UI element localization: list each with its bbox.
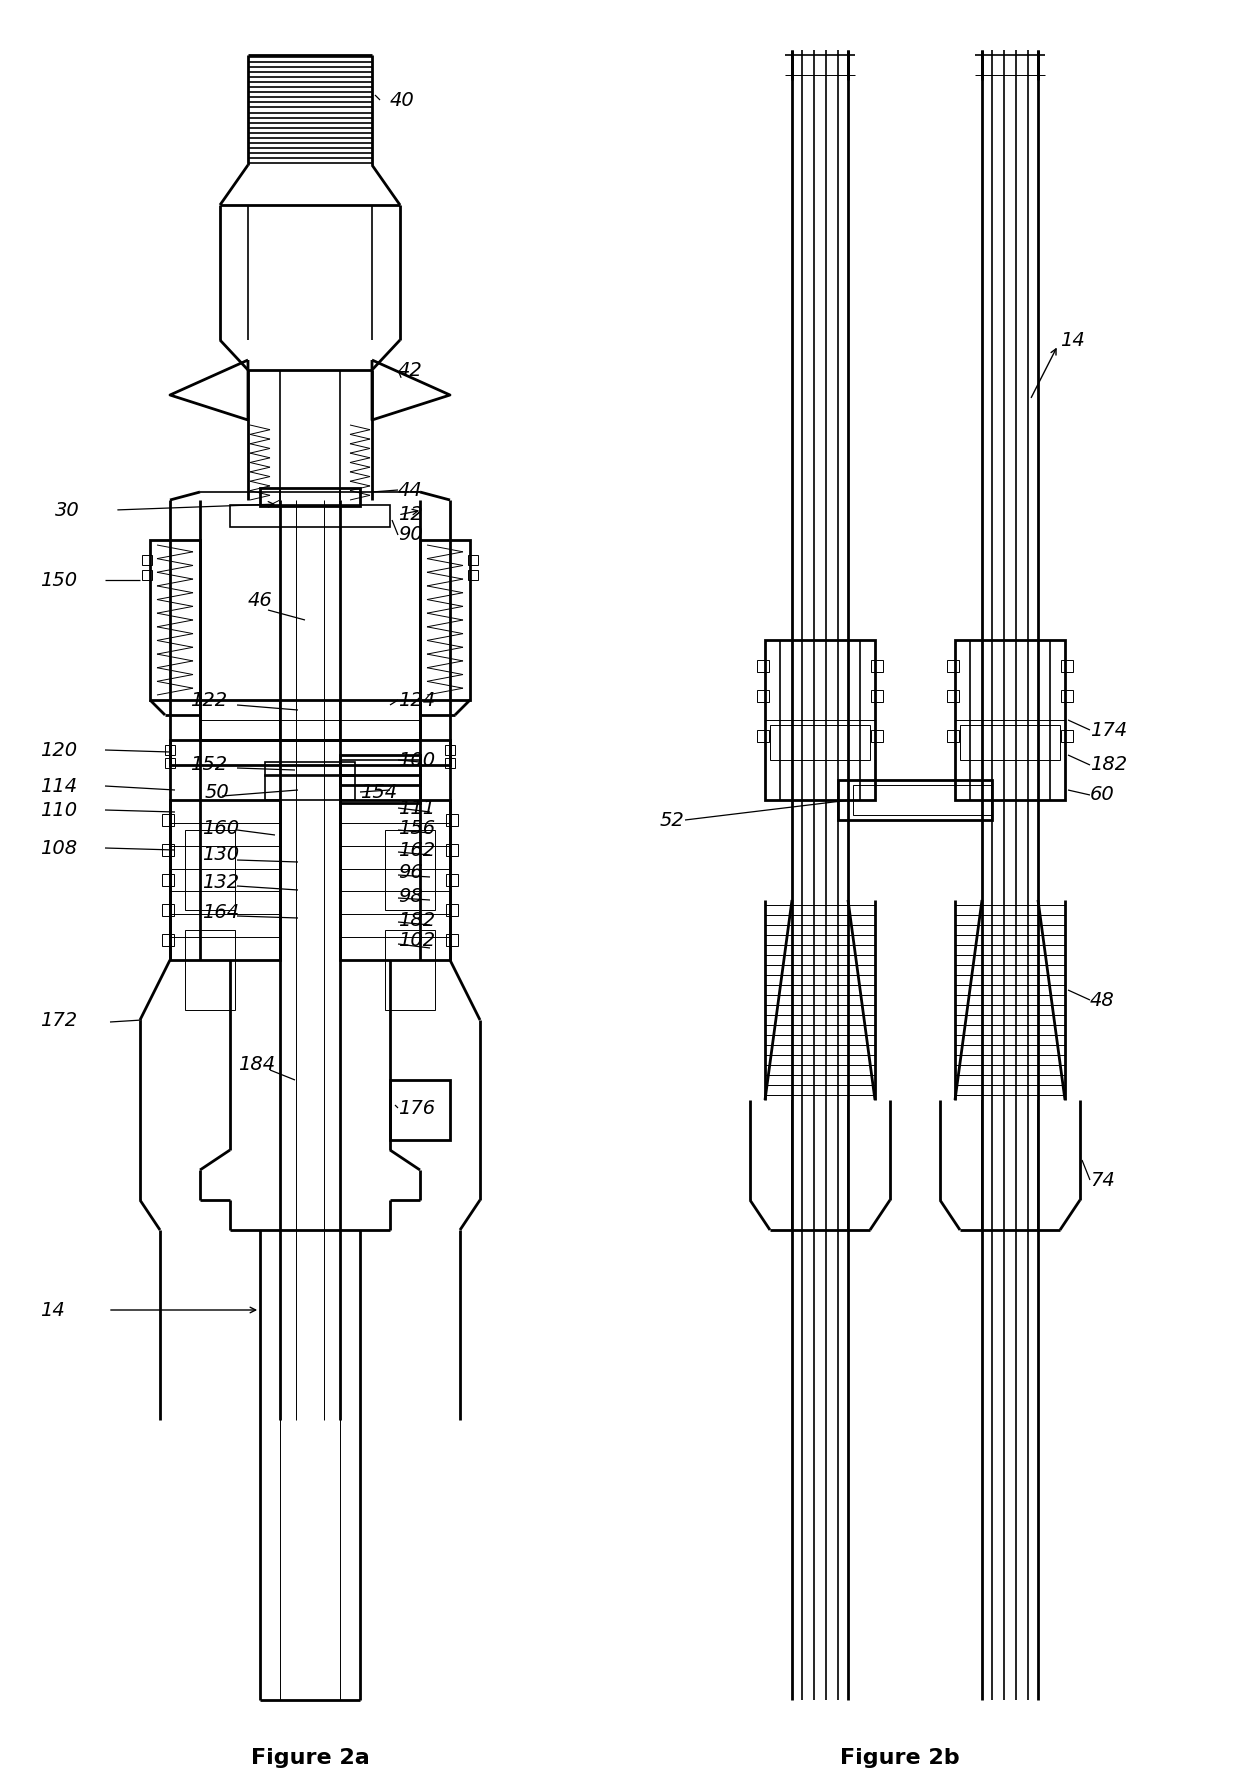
Bar — [446, 875, 458, 885]
Bar — [467, 571, 477, 580]
Bar — [947, 690, 959, 702]
Bar — [185, 830, 236, 910]
Text: 14: 14 — [1060, 331, 1085, 350]
Bar — [143, 555, 153, 565]
Text: Figure 2a: Figure 2a — [250, 1748, 370, 1767]
Text: 74: 74 — [1090, 1170, 1115, 1189]
Text: 154: 154 — [360, 782, 397, 802]
Text: 44: 44 — [398, 480, 423, 500]
Bar — [384, 930, 435, 1010]
Bar — [200, 701, 420, 740]
Bar — [870, 660, 883, 672]
Text: 156: 156 — [398, 818, 435, 837]
Bar — [143, 571, 153, 580]
Text: 182: 182 — [398, 910, 435, 930]
Bar — [384, 830, 435, 910]
Text: 42: 42 — [398, 361, 423, 379]
Bar — [770, 725, 870, 759]
Text: 52: 52 — [660, 811, 684, 830]
Text: 40: 40 — [391, 91, 414, 110]
Text: 120: 120 — [40, 740, 77, 759]
Bar — [162, 875, 174, 885]
Text: 122: 122 — [190, 690, 227, 709]
Bar — [955, 640, 1065, 800]
Text: 184: 184 — [238, 1056, 275, 1074]
Text: 90: 90 — [398, 526, 423, 544]
Bar — [1061, 660, 1073, 672]
Text: 150: 150 — [40, 571, 77, 590]
Bar — [265, 775, 355, 800]
Text: 100: 100 — [398, 750, 435, 770]
Bar — [445, 745, 455, 756]
Text: 108: 108 — [40, 839, 77, 857]
Bar — [947, 731, 959, 741]
Bar — [870, 731, 883, 741]
Text: 124: 124 — [398, 690, 435, 709]
Bar — [162, 814, 174, 827]
Bar — [853, 786, 992, 814]
Text: 172: 172 — [40, 1010, 77, 1029]
Text: 14: 14 — [40, 1300, 64, 1319]
Text: 182: 182 — [1090, 756, 1127, 775]
Text: 111: 111 — [398, 798, 435, 818]
Bar — [1061, 731, 1073, 741]
Text: 176: 176 — [398, 1099, 435, 1118]
Bar — [165, 745, 175, 756]
Bar — [185, 930, 236, 1010]
Bar — [467, 555, 477, 565]
Text: 50: 50 — [205, 782, 229, 802]
Text: 110: 110 — [40, 800, 77, 820]
Text: 98: 98 — [398, 887, 423, 905]
Bar — [265, 763, 355, 775]
Text: 60: 60 — [1090, 786, 1115, 804]
Text: 162: 162 — [398, 841, 435, 859]
Text: 164: 164 — [202, 903, 239, 921]
Bar — [170, 800, 280, 960]
Bar — [340, 775, 420, 804]
Text: 114: 114 — [40, 777, 77, 795]
Bar — [150, 541, 200, 701]
Text: 102: 102 — [398, 930, 435, 949]
Bar — [960, 725, 1060, 759]
Bar — [756, 660, 769, 672]
Bar — [162, 903, 174, 916]
Bar — [756, 731, 769, 741]
Text: 160: 160 — [202, 818, 239, 837]
Text: 48: 48 — [1090, 990, 1115, 1010]
Bar — [756, 690, 769, 702]
Text: 46: 46 — [248, 590, 273, 610]
Bar — [165, 757, 175, 768]
Bar — [420, 541, 470, 701]
Text: Figure 2b: Figure 2b — [841, 1748, 960, 1767]
Bar — [340, 800, 450, 960]
Bar — [229, 505, 391, 526]
Bar — [446, 845, 458, 855]
Bar — [445, 757, 455, 768]
Bar — [838, 781, 992, 820]
Text: 132: 132 — [202, 873, 239, 891]
Bar — [947, 660, 959, 672]
Bar — [446, 903, 458, 916]
Bar — [446, 814, 458, 827]
Text: 96: 96 — [398, 864, 423, 882]
Bar — [391, 1079, 450, 1140]
Text: 12: 12 — [398, 505, 423, 525]
Text: 30: 30 — [55, 500, 79, 519]
Bar — [162, 933, 174, 946]
Bar — [170, 740, 450, 765]
Bar — [340, 756, 420, 786]
Bar — [446, 933, 458, 946]
Bar — [1061, 690, 1073, 702]
Text: 152: 152 — [190, 756, 227, 775]
Bar — [162, 845, 174, 855]
Text: 174: 174 — [1090, 720, 1127, 740]
Bar — [870, 690, 883, 702]
Text: 130: 130 — [202, 846, 239, 864]
Bar — [260, 487, 360, 507]
Bar — [765, 640, 875, 800]
